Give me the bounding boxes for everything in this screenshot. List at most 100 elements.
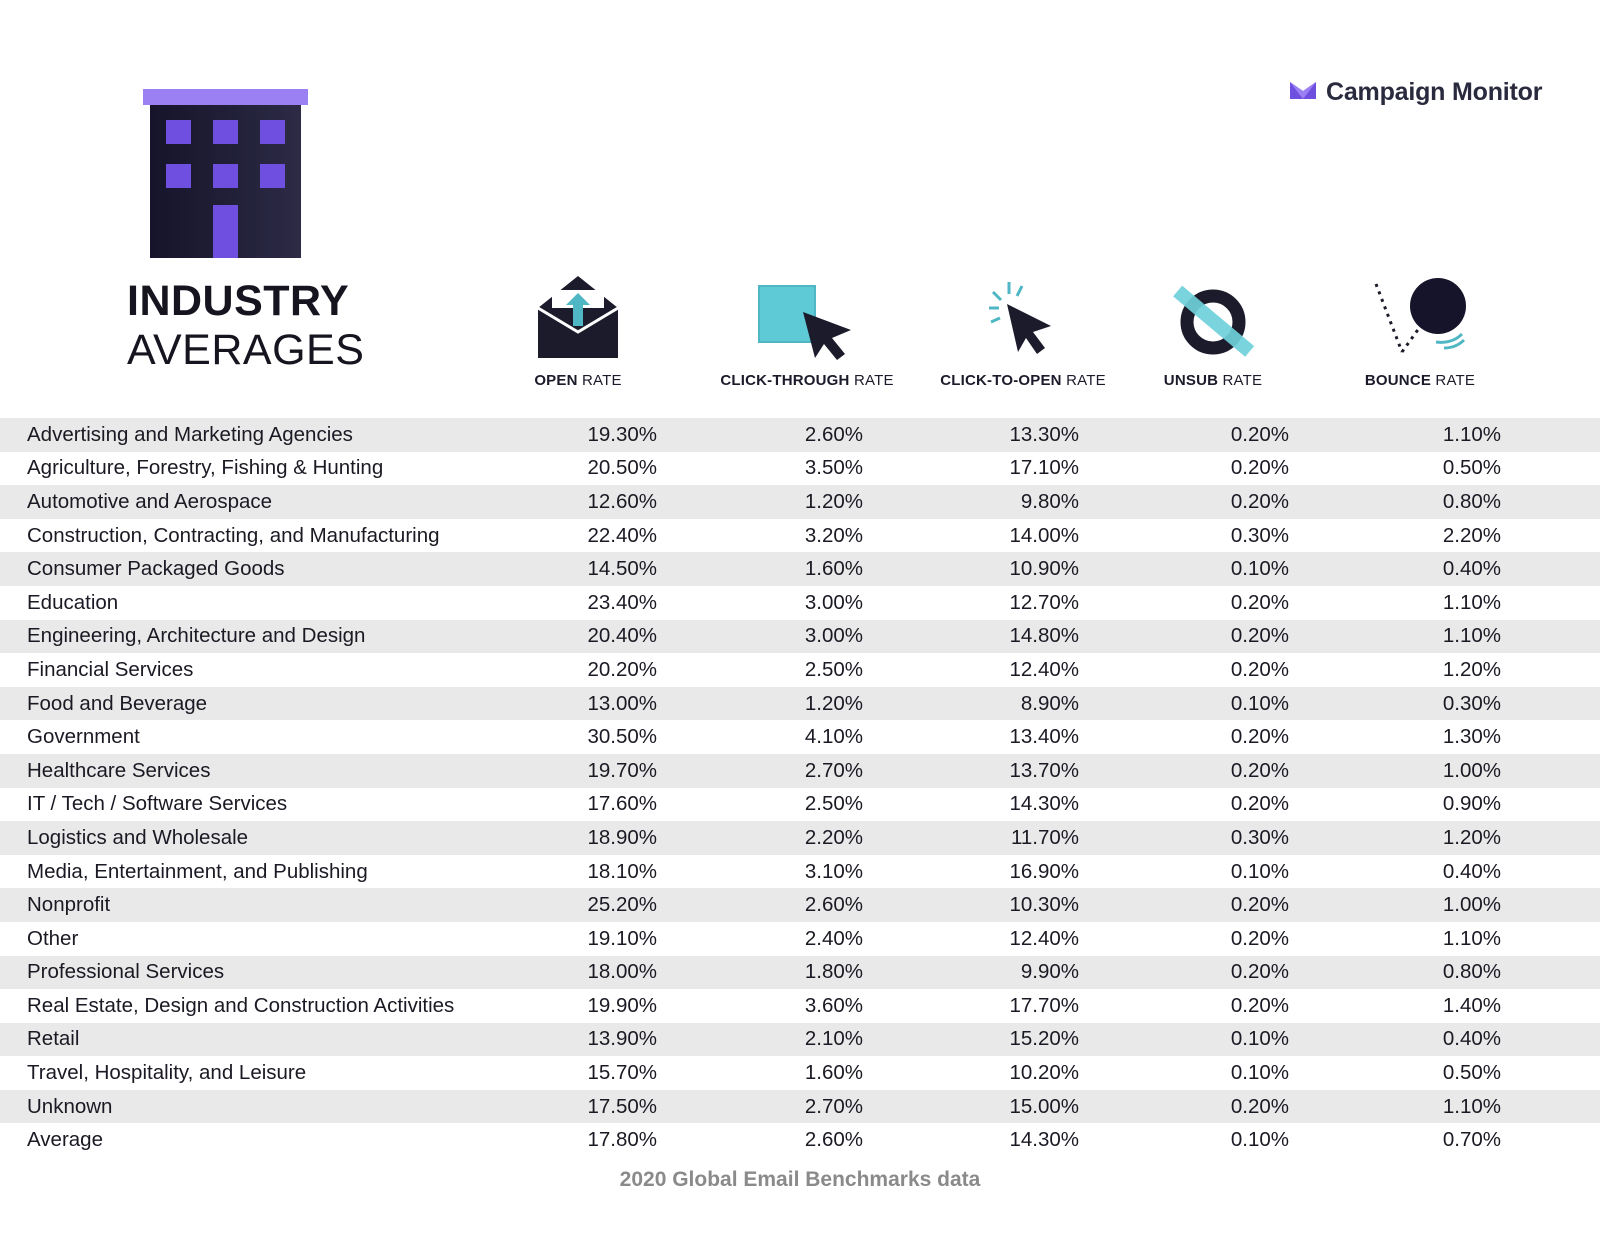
- row-padding: [1501, 989, 1600, 1023]
- row-padding: [1501, 888, 1600, 922]
- title-line-light: AVERAGES: [127, 326, 365, 374]
- bounce-rate-cell: 0.50%: [1442, 456, 1501, 480]
- table-row: Average 17.80% 2.60% 14.30% 0.10% 0.70%: [0, 1123, 1600, 1157]
- unsub-rate-cell: 0.20%: [1230, 456, 1289, 480]
- row-padding: [1501, 955, 1600, 990]
- unsub-rate-cell: 0.20%: [1079, 619, 1289, 654]
- industry-cell: Unknown: [0, 1089, 547, 1124]
- click-to-open-rate-cell: 10.30%: [863, 888, 1079, 922]
- open-rate-cell: 15.70%: [587, 1061, 657, 1085]
- click-to-open-rate-cell: 8.90%: [863, 686, 1079, 721]
- industry-cell: Professional Services: [0, 955, 547, 990]
- unsub-rate-cell: 0.20%: [1079, 418, 1289, 452]
- bounce-rate-cell: 0.80%: [1289, 955, 1501, 990]
- click-to-open-rate-cell: 17.10%: [1009, 456, 1079, 480]
- row-padding: [1501, 1089, 1600, 1124]
- open-envelope-icon: [537, 276, 619, 358]
- click-through-rate-cell: 1.60%: [657, 552, 863, 586]
- row-padding: [1501, 788, 1600, 822]
- row-padding: [1501, 1123, 1600, 1157]
- table-row: IT / Tech / Software Services 17.60% 2.50%…: [0, 788, 1600, 822]
- industry-cell: Government: [27, 725, 140, 749]
- bounce-rate-cell: 1.00%: [1289, 888, 1501, 922]
- click-through-rate-cell: 2.60%: [804, 1128, 863, 1152]
- industry-cell: Travel, Hospitality, and Leisure: [27, 1061, 307, 1085]
- open-rate-cell: 17.80%: [587, 1128, 657, 1152]
- click-to-open-rate-cell: 15.20%: [863, 1022, 1079, 1057]
- open-rate-cell: 19.10%: [587, 926, 657, 950]
- column-header-bounce-rate: BOUNCE RATE: [1355, 268, 1485, 389]
- industry-cell: Education: [27, 590, 119, 614]
- table-row: Financial Services 20.20% 2.50% 12.40% 0.20%…: [0, 653, 1600, 687]
- click-through-rate-cell: 3.50%: [804, 456, 863, 480]
- click-through-rate-cell: 3.60%: [804, 993, 863, 1017]
- click-through-rate-cell: 3.20%: [804, 523, 863, 547]
- column-header-open-rate: OPEN RATE: [523, 268, 633, 389]
- row-padding: [1501, 1022, 1600, 1057]
- unsub-rate-cell: 0.10%: [1079, 686, 1289, 721]
- bounce-rate-cell: 1.10%: [1289, 1089, 1501, 1124]
- footer-source: 2020 Global Email Benchmarks data: [619, 1168, 981, 1191]
- click-through-rate-cell: 4.10%: [804, 725, 863, 749]
- bounce-rate-cell: 1.20%: [1289, 821, 1501, 855]
- industry-cell: IT / Tech / Software Services: [27, 792, 288, 816]
- table-row: Healthcare Services 19.70% 2.70% 13.70% 0.20…: [0, 753, 1600, 788]
- column-header-click-to-open-rate: CLICK-TO-OPEN RATE: [928, 268, 1118, 389]
- brand-logo: Campaign Monitor: [1290, 78, 1542, 107]
- table-row: Unknown 17.50% 2.70% 15.00% 0.20% 1.10%: [0, 1089, 1600, 1124]
- building-icon: [143, 89, 313, 261]
- table-row: Agriculture, Forestry, Fishing & Hunting…: [0, 452, 1600, 486]
- bounce-rate-cell: 2.20%: [1442, 523, 1501, 547]
- unsub-rate-cell: 0.20%: [1079, 753, 1289, 788]
- click-through-rate-cell: 1.20%: [657, 686, 863, 721]
- click-through-rate-cell: 3.00%: [804, 590, 863, 614]
- open-rate-cell: 20.20%: [587, 657, 657, 681]
- table-row: Education 23.40% 3.00% 12.70% 0.20% 1.10%: [0, 586, 1600, 620]
- unsub-rate-cell: 0.10%: [1079, 552, 1289, 586]
- open-rate-cell: 20.40%: [547, 619, 657, 654]
- click-to-open-rate-cell: 13.70%: [863, 753, 1079, 788]
- click-to-open-rate-cell: 13.40%: [1009, 725, 1079, 749]
- bounce-rate-cell: 0.70%: [1442, 1128, 1501, 1152]
- unsub-rate-cell: 0.20%: [1230, 993, 1289, 1017]
- unsub-rate-cell: 0.20%: [1230, 590, 1289, 614]
- bounce-ball-icon: [1374, 278, 1466, 353]
- industry-cell: Advertising and Marketing Agencies: [0, 418, 547, 452]
- bounce-rate-cell: 0.80%: [1289, 485, 1501, 519]
- row-padding: [1501, 922, 1600, 956]
- unsub-rate-cell: 0.10%: [1230, 1128, 1289, 1152]
- table-row: Other 19.10% 2.40% 12.40% 0.20% 1.10%: [0, 922, 1600, 956]
- unsub-rate-cell: 0.20%: [1079, 955, 1289, 990]
- open-rate-cell: 19.30%: [547, 418, 657, 452]
- unsub-rate-cell: 0.30%: [1230, 523, 1289, 547]
- industry-cell: Retail: [0, 1022, 547, 1057]
- industry-cell: Other: [27, 926, 79, 950]
- click-through-rate-cell: 3.10%: [804, 859, 863, 883]
- bounce-rate-cell: 1.30%: [1442, 725, 1501, 749]
- table-row: Travel, Hospitality, and Leisure 15.70% 1.…: [0, 1056, 1600, 1090]
- bounce-rate-cell: 1.40%: [1442, 993, 1501, 1017]
- column-header-click-through-rate: CLICK-THROUGH RATE: [712, 268, 902, 389]
- click-through-rate-cell: 2.50%: [804, 657, 863, 681]
- click-through-rate-cell: 2.50%: [804, 792, 863, 816]
- open-rate-cell: 18.00%: [547, 955, 657, 990]
- table-row: Automotive and Aerospace 12.60% 1.20% 9.80%…: [0, 485, 1600, 519]
- click-to-open-rate-cell: 14.30%: [1009, 792, 1079, 816]
- unsub-rate-cell: 0.30%: [1079, 821, 1289, 855]
- open-rate-cell: 13.00%: [547, 686, 657, 721]
- row-padding: [1501, 619, 1600, 654]
- unsub-rate-cell: 0.20%: [1230, 725, 1289, 749]
- click-through-rate-cell: 2.60%: [657, 418, 863, 452]
- unsub-rate-cell: 0.10%: [1230, 1061, 1289, 1085]
- industry-cell: Consumer Packaged Goods: [0, 552, 547, 586]
- industry-cell: Healthcare Services: [0, 753, 547, 788]
- bounce-rate-cell: 0.30%: [1289, 686, 1501, 721]
- row-padding: [1501, 418, 1600, 452]
- industry-cell: Financial Services: [27, 657, 194, 681]
- open-rate-cell: 22.40%: [587, 523, 657, 547]
- table-row: Engineering, Architecture and Design 20.4…: [0, 619, 1600, 654]
- industry-averages-table: Advertising and Marketing Agencies 19.30%…: [0, 418, 1600, 1157]
- table-row: Retail 13.90% 2.10% 15.20% 0.10% 0.40%: [0, 1022, 1600, 1057]
- industry-cell: Nonprofit: [0, 888, 547, 922]
- click-to-open-rate-cell: 15.00%: [863, 1089, 1079, 1124]
